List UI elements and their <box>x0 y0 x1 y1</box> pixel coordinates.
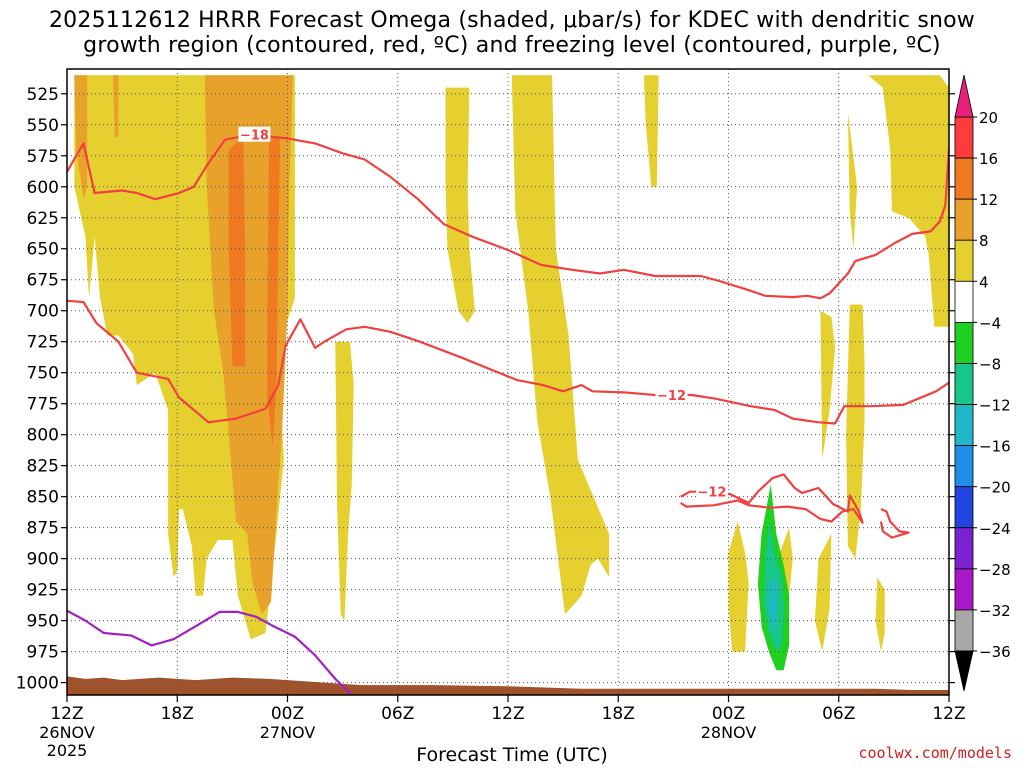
colorbar-label-0: 20 <box>979 109 998 127</box>
x-tick-label-0: 12Z <box>50 704 83 724</box>
x-tick-label-24: 12Z <box>491 704 524 724</box>
freezing-level-line <box>67 609 353 695</box>
colorbar-bin-7 <box>954 404 974 447</box>
colorbar-bin-10 <box>954 527 974 570</box>
dgz-bottom-minus12-line <box>67 299 949 425</box>
colorbar-label-9: −20 <box>979 479 1011 497</box>
colorbar-label-1: 16 <box>979 150 998 168</box>
grid-lines <box>67 69 949 695</box>
colorbar-bin-4 <box>954 280 974 323</box>
dgz-closed-minus12-line <box>680 473 864 524</box>
axes: 525 550 575 600 625 650 675 700 725 750 775 800 825 8… <box>16 68 966 760</box>
x-tick-date-0: 26NOV <box>39 723 95 742</box>
y-tick-label-600: 600 <box>27 178 59 198</box>
colorbar-label-5: −4 <box>979 314 1001 332</box>
x-tick-label-6: 18Z <box>161 704 194 724</box>
x-tick-label-36: 00Z <box>712 704 745 724</box>
colorbar-label-6: −8 <box>979 355 1001 373</box>
dgz-top-minus18-line <box>67 133 949 300</box>
omega-region-8 <box>847 112 858 249</box>
omega-region-1 <box>335 341 354 621</box>
dgz-closed-minus12-label-bg <box>695 483 728 499</box>
colorbar-bottom-arrow <box>954 650 974 692</box>
colorbar-label-2: 12 <box>979 191 998 209</box>
y-tick-label-875: 875 <box>27 519 59 539</box>
omega-region-12 <box>875 577 885 652</box>
omega-region-6 <box>814 533 832 652</box>
colorbar: 20 16 12 8 4 −4 −8 −12 −16 −20 −24 −28 −32 −36 <box>954 74 1011 692</box>
omega-region-17 <box>267 137 281 448</box>
omega-region-13 <box>74 75 88 200</box>
dgz-top-minus18-label: −18 <box>240 129 269 144</box>
y-tick-label-625: 625 <box>27 209 59 229</box>
colorbar-top-arrow <box>954 74 974 118</box>
colorbar-label-7: −12 <box>979 397 1011 415</box>
y-tick-label-900: 900 <box>27 550 59 570</box>
x-tick-label-48: 12Z <box>932 704 965 724</box>
dgz-bottom-minus12-label: −12 <box>657 389 686 404</box>
y-tick-label-850: 850 <box>27 488 59 508</box>
y-tick-label-700: 700 <box>27 302 59 322</box>
colorbar-bin-0 <box>954 116 974 159</box>
colorbar-bin-9 <box>954 486 974 529</box>
omega-region-20 <box>768 577 777 633</box>
colorbar-bin-12 <box>954 609 974 652</box>
watermark: coolwx.com/models <box>858 744 1012 762</box>
x-tick-label-30: 18Z <box>602 704 635 724</box>
x-tick-year-0: 2025 <box>47 741 88 760</box>
chart-title-line-1: 2025112612 HRRR Forecast Omega (shaded, … <box>48 8 975 33</box>
x-tick-label-18: 06Z <box>381 704 414 724</box>
y-tick-label-675: 675 <box>27 271 59 291</box>
y-tick-label-950: 950 <box>27 612 59 632</box>
x-tick-label-42: 06Z <box>822 704 855 724</box>
y-tick-label-1000: 1000 <box>16 674 59 694</box>
y-tick-label-525: 525 <box>27 85 59 105</box>
y-tick-label-725: 725 <box>27 333 59 353</box>
omega-region-5 <box>728 521 749 652</box>
colorbar-bin-1 <box>954 157 974 200</box>
contour-lines: −18 −12 −12 <box>67 126 949 695</box>
y-tick-label-925: 925 <box>27 581 59 601</box>
omega-region-2 <box>445 87 475 324</box>
y-tick-label-975: 975 <box>27 643 59 663</box>
y-tick-label-825: 825 <box>27 457 59 477</box>
dgz-top-minus18-label-bg <box>238 126 271 142</box>
dgz-closed-minus12-label: −12 <box>697 486 726 501</box>
chart-title-line-2: growth region (contoured, red, ºC) and f… <box>83 33 941 58</box>
colorbar-label-3: 8 <box>979 232 989 250</box>
y-tick-label-575: 575 <box>27 147 59 167</box>
x-tick-label-12: 00Z <box>271 704 304 724</box>
omega-region-16 <box>228 137 246 367</box>
omega-region-11 <box>868 75 949 327</box>
y-tick-label-750: 750 <box>27 364 59 384</box>
omega-region-14 <box>112 75 119 138</box>
colorbar-label-4: 4 <box>979 273 989 291</box>
y-tick-label-650: 650 <box>27 240 59 260</box>
colorbar-bin-6 <box>954 363 974 405</box>
colorbar-bin-11 <box>954 568 974 611</box>
x-tick-date-12: 27NOV <box>260 723 316 742</box>
colorbar-label-10: −24 <box>979 520 1011 538</box>
dgz-closed-small-line <box>879 508 910 539</box>
omega-region-3 <box>511 75 610 615</box>
colorbar-label-12: −32 <box>979 602 1011 620</box>
colorbar-label-11: −28 <box>979 561 1011 579</box>
y-tick-label-775: 775 <box>27 395 59 415</box>
dgz-bottom-minus12-label-bg <box>655 387 688 403</box>
x-axis-label: Forecast Time (UTC) <box>416 744 608 766</box>
y-tick-label-550: 550 <box>27 116 59 136</box>
omega-region-4 <box>644 75 659 187</box>
colorbar-bin-3 <box>954 239 974 282</box>
colorbar-bin-5 <box>954 321 974 364</box>
colorbar-label-8: −16 <box>979 438 1011 456</box>
y-tick-label-800: 800 <box>27 426 59 446</box>
colorbar-bin-2 <box>954 198 974 241</box>
colorbar-bin-8 <box>954 445 974 488</box>
x-tick-date-36: 28NOV <box>701 723 757 742</box>
colorbar-label-13: −36 <box>979 643 1011 661</box>
